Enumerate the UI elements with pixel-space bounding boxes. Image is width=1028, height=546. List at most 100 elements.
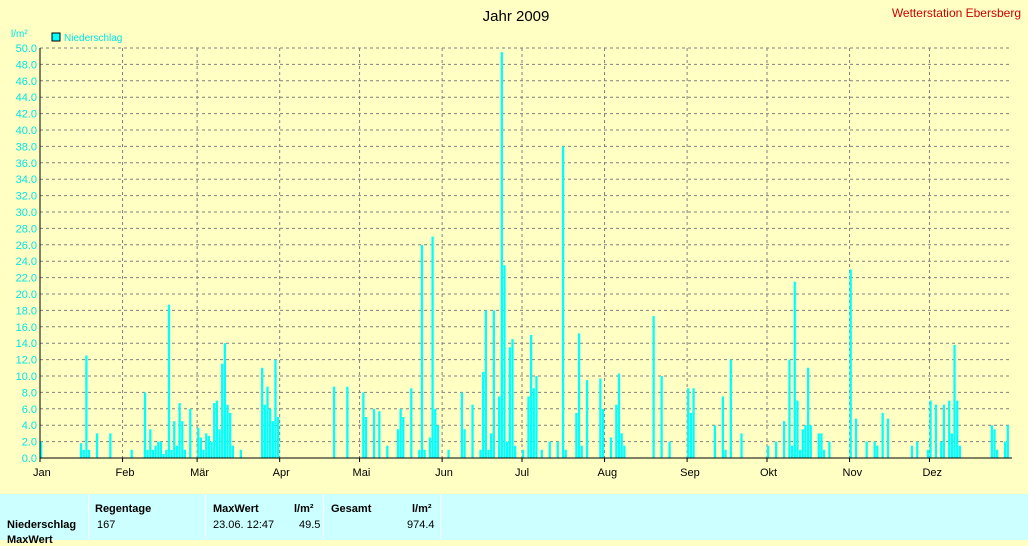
station-name: Wetterstation Ebersberg: [892, 6, 1021, 20]
precip-bar: [940, 441, 943, 458]
precip-bar: [556, 441, 559, 458]
precip-bar: [87, 449, 91, 458]
y-tick-label: 28.0: [16, 223, 37, 235]
precip-bar: [950, 433, 954, 458]
y-tick-label: 22.0: [16, 273, 37, 285]
precip-bar: [817, 433, 820, 458]
header-maxwert: MaxWert: [213, 503, 259, 515]
precip-bar: [274, 359, 277, 458]
precip-bar: [828, 441, 831, 458]
precip-bar: [522, 449, 525, 458]
precip-bar: [346, 386, 349, 458]
x-tick-label: Aug: [598, 467, 618, 479]
gesamt-value: 974.4: [407, 519, 435, 531]
precip-bar: [402, 417, 405, 458]
precip-bar: [585, 380, 589, 458]
precip-bar: [652, 316, 655, 458]
precip-bar: [197, 427, 200, 458]
precip-bar: [146, 449, 149, 458]
y-axis-unit: l/m²: [11, 29, 28, 40]
y-tick-label: 48.0: [16, 59, 37, 71]
header-gesamt: Gesamt: [331, 503, 372, 515]
x-tick-label: Nov: [843, 467, 863, 479]
precip-bar: [223, 343, 227, 458]
precip-bar: [420, 244, 424, 458]
precip-bar: [362, 392, 365, 458]
precip-bar: [767, 445, 770, 458]
y-tick-label: 12.0: [16, 355, 37, 367]
header-unit-max: l/m²: [294, 503, 314, 515]
precip-bar: [774, 441, 778, 458]
x-tick-label: Dez: [922, 467, 942, 479]
precip-bar: [1006, 425, 1009, 458]
y-tick-label: 0.0: [22, 453, 37, 465]
precip-bar: [942, 404, 946, 458]
precip-bar: [532, 388, 535, 458]
precip-bar: [910, 445, 914, 458]
column-divider: [323, 494, 324, 540]
precip-bar: [926, 449, 930, 458]
precip-bar: [175, 445, 179, 458]
precip-bar: [948, 400, 951, 458]
x-ticks: Jan Feb Mär Apr Mai Jun Jul Aug Sep Okt Nov Dez: [33, 458, 942, 479]
precip-bar: [399, 408, 402, 458]
x-tick-label: Jul: [515, 467, 529, 479]
precip-bar: [958, 445, 962, 458]
precipitation-chart: Jahr 2009 Wetterstation Ebersberg l/m² N…: [11, 6, 1021, 479]
precip-bar: [418, 449, 421, 458]
precip-bar: [713, 425, 717, 458]
precip-bar: [229, 412, 232, 458]
precip-bar: [277, 417, 280, 458]
x-tick-label: Mär: [190, 467, 209, 479]
precip-bar: [221, 363, 224, 458]
x-tick-label: Apr: [273, 467, 290, 479]
stats-panel: Regentage MaxWert l/m² Gesamt l/m² Niede…: [0, 494, 1028, 546]
precip-bar: [434, 408, 437, 458]
y-tick-label: 16.0: [16, 322, 37, 334]
precip-bar: [143, 392, 147, 458]
precip-bar: [210, 441, 213, 458]
precip-bar: [822, 449, 826, 458]
row-label-niederschlag: Niederschlag: [7, 519, 77, 531]
y-ticks: 0.0 2.0 4.0 6.0 8.0 10.0 12.0 14.0 16.0 18.0 20.0 2…: [16, 43, 37, 465]
column-divider: [440, 494, 441, 540]
precip-bar: [213, 403, 216, 458]
precip-bar: [801, 429, 804, 458]
precip-bar: [577, 333, 581, 458]
precip-bar: [428, 437, 432, 458]
precip-bar: [447, 449, 450, 458]
y-tick-label: 14.0: [16, 338, 37, 350]
precip-bar: [689, 412, 693, 458]
grid-lines: [40, 47, 1012, 458]
precip-bar: [436, 425, 440, 458]
precip-bar: [364, 417, 368, 458]
precip-bar: [514, 445, 517, 458]
y-tick-label: 44.0: [16, 92, 37, 104]
precip-bar: [721, 396, 724, 458]
y-tick-label: 6.0: [22, 404, 37, 416]
precip-bar: [804, 425, 807, 458]
precip-bar: [231, 445, 234, 458]
regentage-value: 167: [97, 519, 116, 531]
y-tick-label: 4.0: [22, 420, 37, 432]
precip-bar: [793, 281, 796, 458]
precip-bar: [609, 437, 613, 458]
precip-bar: [109, 433, 112, 458]
precip-bar: [782, 421, 786, 458]
precip-bar: [151, 449, 155, 458]
precip-bar: [82, 449, 85, 458]
precip-bar: [207, 435, 211, 458]
precip-bar: [130, 449, 133, 458]
precip-bar: [183, 449, 187, 458]
y-tick-label: 8.0: [22, 387, 37, 399]
precip-bar: [788, 359, 791, 458]
precip-bar: [170, 449, 173, 458]
precip-bar: [261, 367, 264, 458]
precip-bar: [561, 146, 565, 458]
precip-bar: [498, 396, 501, 458]
precip-bar: [873, 441, 876, 458]
x-tick-label: Mai: [353, 467, 371, 479]
precip-bar: [167, 304, 171, 458]
y-tick-label: 36.0: [16, 158, 37, 170]
legend-label: Niederschlag: [64, 33, 122, 44]
